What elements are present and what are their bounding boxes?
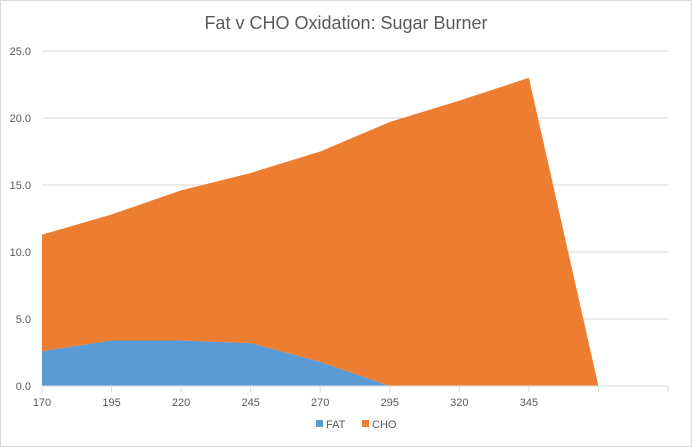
y-tick-label: 10.0: [10, 247, 31, 259]
legend-label-cho: CHO: [372, 419, 397, 431]
series-area-cho: [42, 77, 599, 387]
x-tick-label: 345: [520, 397, 538, 409]
x-tick-label: 295: [381, 397, 399, 409]
series-area-fat: [42, 340, 599, 386]
legend-swatch-cho: [362, 420, 369, 427]
y-tick-label: 0.0: [16, 381, 31, 393]
legend: FAT CHO: [316, 419, 397, 431]
plot-area: [42, 77, 599, 387]
x-tick-label: 245: [241, 397, 259, 409]
x-tick-label: 170: [33, 397, 51, 409]
x-tick-label: 270: [311, 397, 329, 409]
y-tick-label: 25.0: [10, 46, 31, 58]
x-tick-label: 220: [172, 397, 190, 409]
x-tick-label: 320: [450, 397, 468, 409]
legend-label-fat: FAT: [326, 419, 346, 431]
y-tick-label: 20.0: [10, 113, 31, 125]
y-tick-label: 5.0: [16, 314, 31, 326]
y-tick-label: 15.0: [10, 180, 31, 192]
axes: 0.0 5.0 10.0 15.0 20.0 25.0 170 195 220 245 270 295…: [10, 46, 669, 409]
x-tick-label: 195: [102, 397, 120, 409]
legend-swatch-fat: [316, 420, 323, 427]
chart-title: Fat v CHO Oxidation: Sugar Burner: [204, 13, 487, 33]
